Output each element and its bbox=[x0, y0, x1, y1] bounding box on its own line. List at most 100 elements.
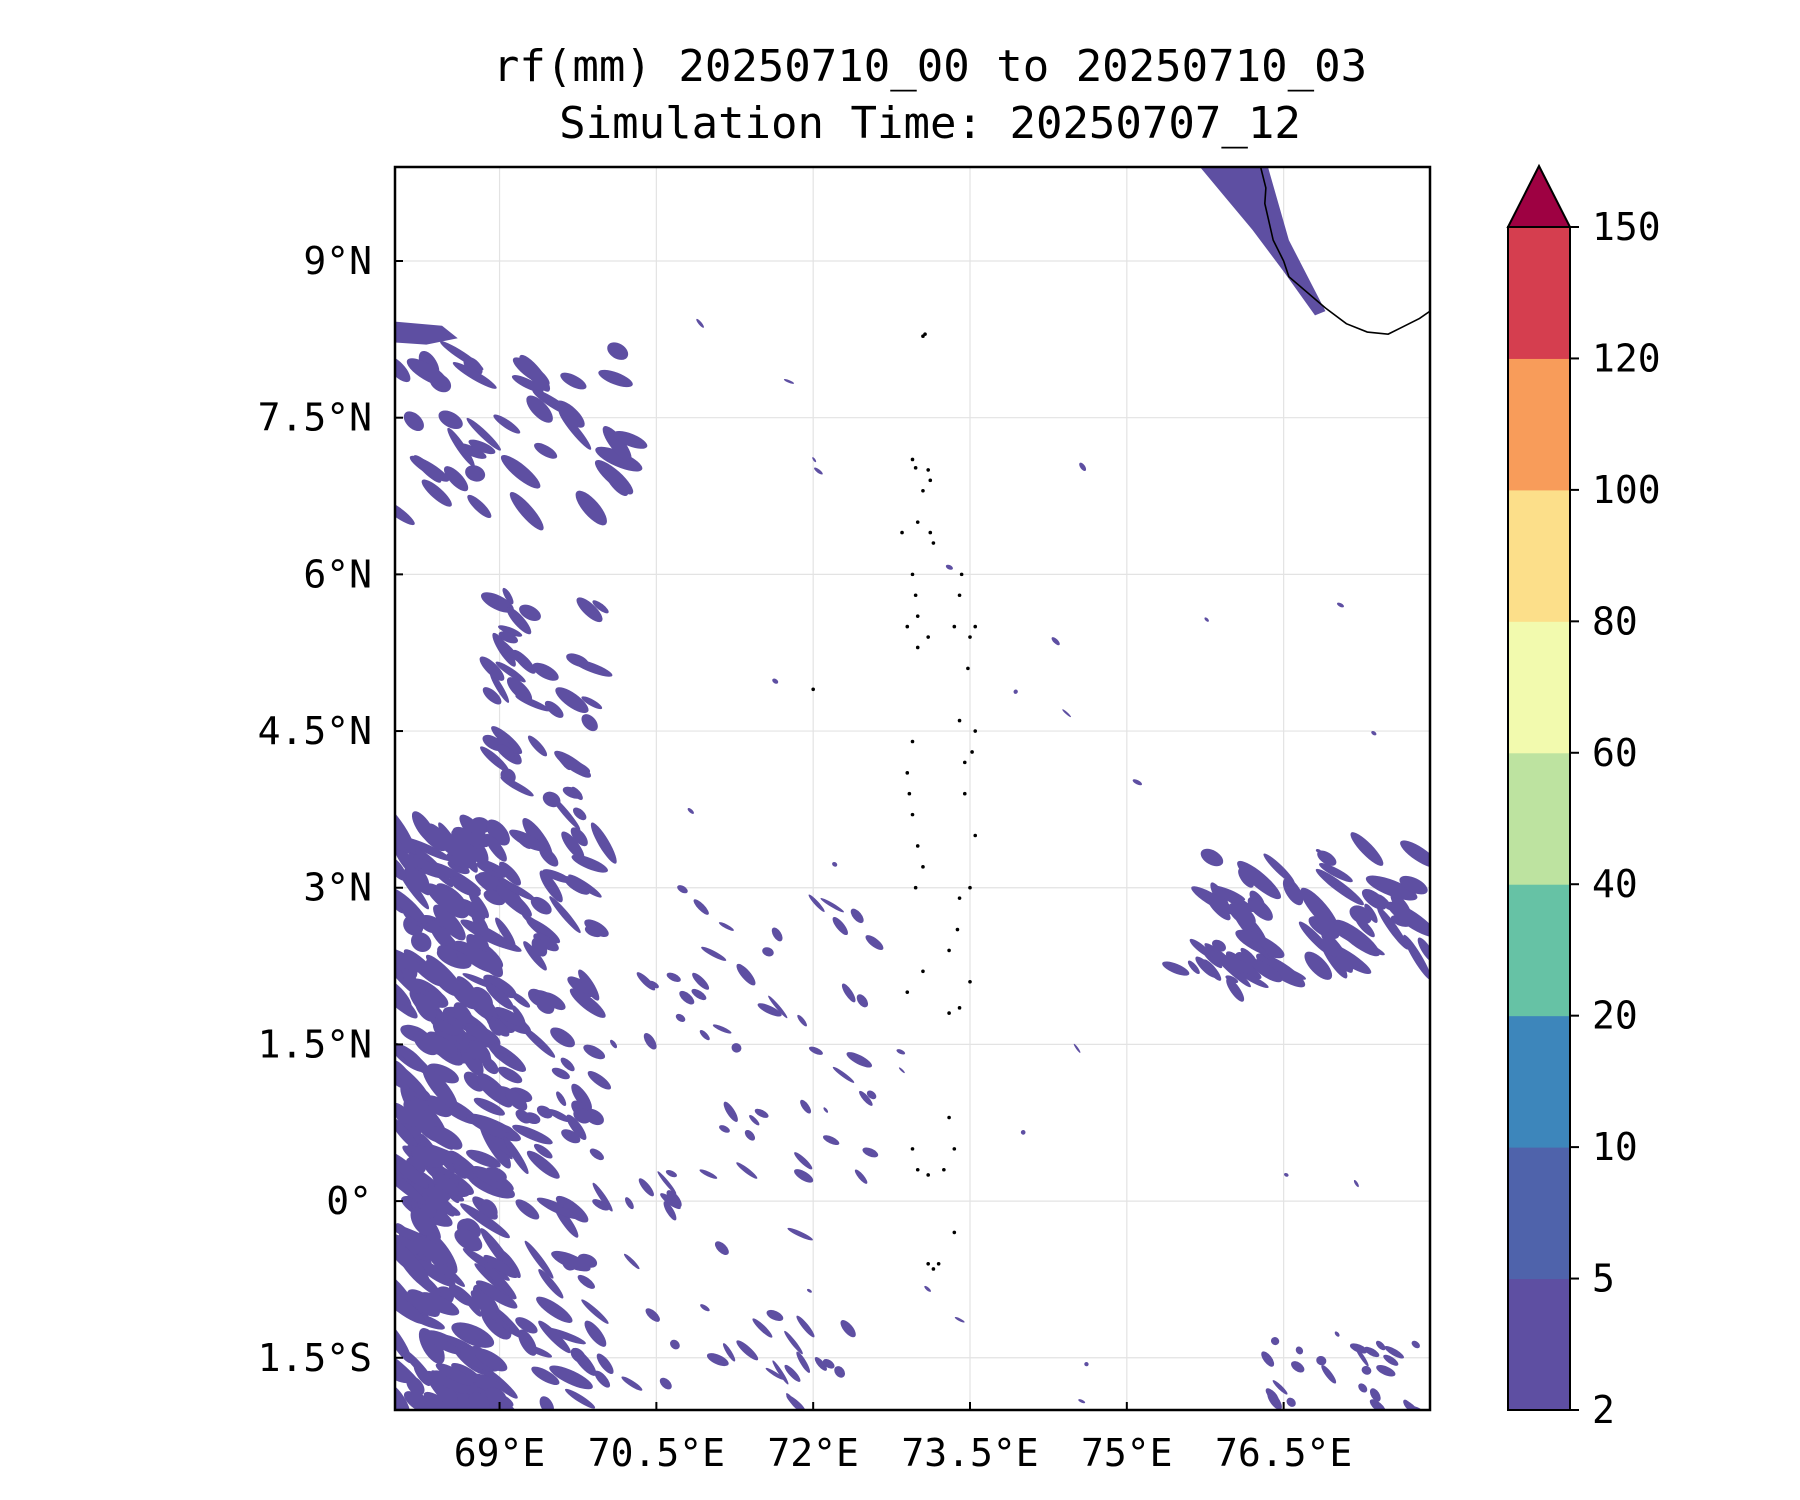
rain-cell bbox=[1300, 887, 1339, 932]
rain-cell bbox=[505, 1089, 528, 1111]
rain-cell bbox=[536, 1296, 573, 1323]
island-dot bbox=[913, 593, 918, 598]
rain-cell bbox=[566, 1114, 587, 1141]
rain-cell bbox=[454, 1228, 483, 1252]
rain-cell bbox=[533, 1143, 553, 1159]
rain-cell bbox=[670, 1339, 680, 1350]
rain-cell bbox=[531, 937, 548, 957]
rain-cell bbox=[595, 446, 643, 472]
rain-cell bbox=[584, 925, 602, 938]
lat-tick-label: 0° bbox=[326, 1179, 372, 1223]
colorbar-segment bbox=[1508, 489, 1570, 622]
rain-cell bbox=[541, 992, 566, 1011]
rain-cell bbox=[466, 1113, 521, 1142]
island-dot bbox=[962, 760, 967, 765]
rain-cell bbox=[495, 661, 526, 683]
rain-cell bbox=[485, 1387, 507, 1404]
rain-cell bbox=[498, 879, 536, 901]
lon-tick-label: 73.5°E bbox=[901, 1431, 1038, 1475]
rain-cell bbox=[1403, 1399, 1413, 1410]
rain-cell bbox=[562, 786, 583, 799]
rain-cell bbox=[466, 1149, 501, 1168]
rain-cell bbox=[1358, 1383, 1368, 1393]
rain-cell bbox=[1375, 1340, 1386, 1351]
rain-cell bbox=[424, 1095, 453, 1118]
rain-cell bbox=[539, 870, 563, 903]
rain-cell bbox=[527, 735, 548, 757]
rain-cell bbox=[555, 1195, 589, 1223]
rain-cell bbox=[430, 1017, 459, 1036]
rain-cell bbox=[468, 1392, 490, 1410]
rain-cell bbox=[1369, 1388, 1381, 1402]
rain-cell bbox=[823, 1135, 840, 1146]
rain-cell bbox=[814, 1357, 827, 1371]
rain-cell bbox=[765, 1367, 784, 1380]
rain-cell bbox=[542, 791, 561, 808]
island-dot bbox=[921, 865, 925, 869]
rain-cell bbox=[718, 922, 734, 931]
rain-cell bbox=[519, 604, 541, 621]
rain-cell bbox=[421, 1033, 459, 1058]
rain-cell bbox=[523, 941, 547, 971]
rain-cell bbox=[502, 587, 514, 605]
rain-cell bbox=[443, 466, 469, 492]
rain-cell bbox=[403, 1391, 433, 1410]
rain-cell bbox=[898, 1067, 905, 1074]
rain-cell bbox=[474, 1348, 508, 1372]
island-dot bbox=[955, 927, 960, 932]
rain-cell bbox=[435, 1363, 474, 1386]
rain-cell bbox=[856, 994, 869, 1008]
rain-cell bbox=[1334, 1331, 1340, 1337]
island-dot bbox=[907, 791, 912, 796]
rain-cell bbox=[1304, 951, 1333, 980]
rain-cell bbox=[766, 1309, 784, 1321]
rain-cell bbox=[924, 1285, 931, 1292]
rain-cell bbox=[473, 933, 490, 952]
rain-cell bbox=[489, 672, 510, 703]
rain-cell bbox=[531, 1366, 560, 1385]
rain-cell bbox=[497, 744, 515, 758]
rain-cell bbox=[395, 977, 412, 1008]
rain-cell bbox=[1365, 875, 1418, 901]
rain-cell bbox=[466, 417, 501, 451]
rain-cell bbox=[532, 662, 559, 681]
island-dot bbox=[926, 1173, 930, 1177]
island-dot bbox=[910, 812, 915, 817]
island-dot bbox=[957, 896, 962, 900]
island-dot bbox=[962, 791, 967, 796]
rain-cell bbox=[468, 1040, 491, 1062]
rain-cell bbox=[1400, 840, 1430, 868]
island-dot bbox=[913, 885, 918, 890]
rain-cell bbox=[451, 1362, 482, 1384]
rain-cell bbox=[549, 1204, 576, 1218]
island-dot bbox=[910, 1147, 915, 1151]
rain-cell bbox=[463, 1071, 485, 1092]
rain-cell bbox=[1361, 1365, 1372, 1375]
colorbar-segment bbox=[1508, 621, 1570, 754]
rain-cell bbox=[395, 1287, 426, 1325]
rain-cell bbox=[1191, 886, 1236, 915]
rain-cell bbox=[506, 607, 532, 635]
colorbar-extend-arrow bbox=[1506, 163, 1572, 228]
rain-cell bbox=[625, 1197, 634, 1210]
rain-cell bbox=[549, 1365, 593, 1390]
rain-cell bbox=[573, 1107, 592, 1124]
rain-cell bbox=[491, 726, 523, 755]
rain-cell bbox=[1250, 958, 1283, 983]
rain-cell bbox=[679, 990, 695, 1005]
rain-cell bbox=[696, 318, 704, 328]
rain-cell bbox=[1399, 875, 1428, 895]
rain-cell bbox=[493, 414, 521, 434]
rain-cell bbox=[823, 1107, 829, 1113]
gridlines bbox=[395, 167, 1430, 1410]
rain-cell bbox=[530, 896, 552, 915]
rain-cell bbox=[1073, 1043, 1081, 1053]
rain-cell bbox=[954, 1317, 965, 1323]
island-dot bbox=[931, 1267, 936, 1271]
rain-cell bbox=[1237, 860, 1282, 900]
rain-cell bbox=[1235, 929, 1285, 959]
rain-cell bbox=[466, 934, 503, 978]
rain-cell bbox=[657, 1171, 677, 1195]
rain-cell bbox=[706, 1353, 729, 1367]
lat-tick-label: 4.5°N bbox=[258, 709, 372, 753]
